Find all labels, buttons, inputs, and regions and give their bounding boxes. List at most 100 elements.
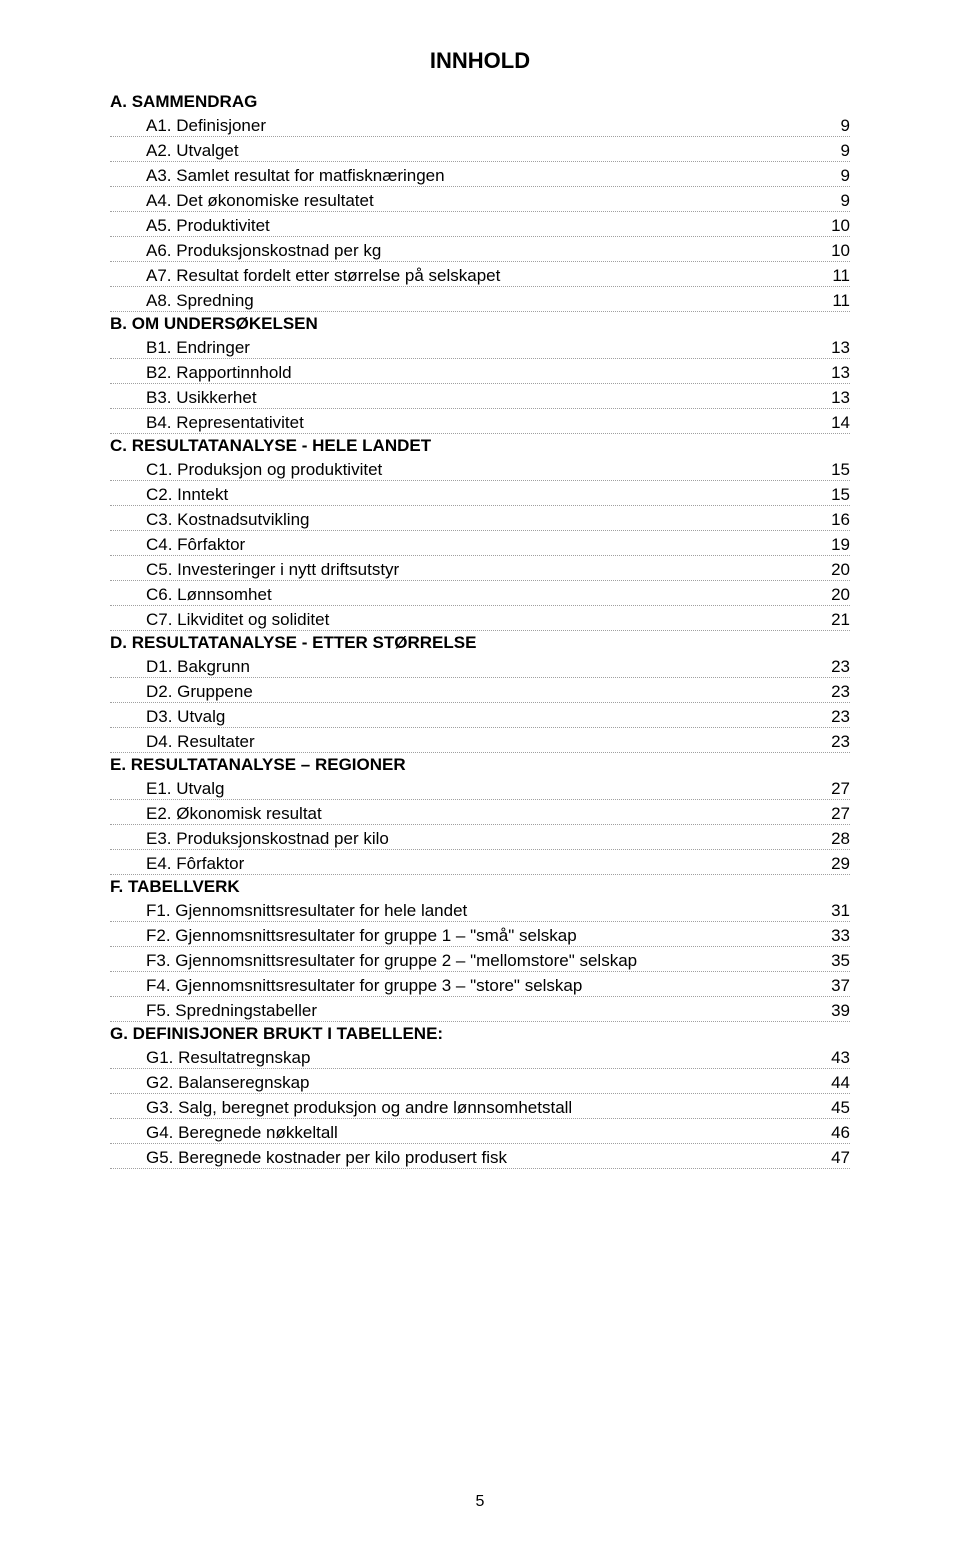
toc-entry-page: 11 xyxy=(824,266,850,286)
toc-row: B3. Usikkerhet 13 xyxy=(110,384,850,409)
toc-body: A. SAMMENDRAGA1. Definisjoner9A2. Utvalg… xyxy=(110,92,850,1169)
toc-entry-label: A2. Utvalget xyxy=(146,141,239,161)
toc-row: C2. Inntekt 15 xyxy=(110,481,850,506)
toc-row: F3. Gjennomsnittsresultater for gruppe 2… xyxy=(110,947,850,972)
toc-page: INNHOLD A. SAMMENDRAGA1. Definisjoner9A2… xyxy=(0,0,960,1551)
toc-entry-label: B3. Usikkerhet xyxy=(146,388,257,408)
toc-entry-label: A1. Definisjoner xyxy=(146,116,266,136)
toc-entry-page: 10 xyxy=(823,241,850,261)
toc-row: D4. Resultater23 xyxy=(110,728,850,753)
toc-entry-page: 9 xyxy=(833,166,850,186)
toc-entry-page: 28 xyxy=(823,829,850,849)
toc-row: A8. Spredning11 xyxy=(110,287,850,312)
toc-entry-page: 9 xyxy=(833,191,850,211)
toc-row: D2. Gruppene23 xyxy=(110,678,850,703)
toc-row: B1. Endringer 13 xyxy=(110,334,850,359)
toc-row: C4. Fôrfaktor19 xyxy=(110,531,850,556)
toc-entry-page: 15 xyxy=(823,460,850,480)
toc-entry-label: G2. Balanseregnskap xyxy=(146,1073,310,1093)
section-heading: F. TABELLVERK xyxy=(110,877,850,897)
toc-entry-page: 43 xyxy=(823,1048,850,1068)
toc-entry-label: A3. Samlet resultat for matfisknæringen xyxy=(146,166,445,186)
toc-entry-page: 27 xyxy=(823,779,850,799)
toc-entry-label: B4. Representativitet xyxy=(146,413,304,433)
toc-row: F4. Gjennomsnittsresultater for gruppe 3… xyxy=(110,972,850,997)
toc-entry-page: 19 xyxy=(823,535,850,555)
toc-row: G4. Beregnede nøkkeltall46 xyxy=(110,1119,850,1144)
toc-entry-label: G4. Beregnede nøkkeltall xyxy=(146,1123,338,1143)
toc-entry-page: 11 xyxy=(824,291,850,311)
toc-entry-page: 23 xyxy=(823,707,850,727)
toc-entry-label: E1. Utvalg xyxy=(146,779,224,799)
section-heading: G. DEFINISJONER BRUKT I TABELLENE: xyxy=(110,1024,850,1044)
toc-row: F5. Spredningstabeller 39 xyxy=(110,997,850,1022)
toc-entry-page: 13 xyxy=(823,388,850,408)
toc-row: C1. Produksjon og produktivitet15 xyxy=(110,456,850,481)
toc-entry-page: 20 xyxy=(823,585,850,605)
toc-entry-page: 33 xyxy=(823,926,850,946)
toc-entry-label: F4. Gjennomsnittsresultater for gruppe 3… xyxy=(146,976,582,996)
toc-entry-page: 47 xyxy=(823,1148,850,1168)
toc-entry-page: 21 xyxy=(823,610,850,630)
toc-entry-label: G5. Beregnede kostnader per kilo produse… xyxy=(146,1148,507,1168)
toc-entry-page: 13 xyxy=(823,363,850,383)
toc-row: A1. Definisjoner 9 xyxy=(110,112,850,137)
toc-entry-page: 45 xyxy=(823,1098,850,1118)
toc-row: A7. Resultat fordelt etter størrelse på … xyxy=(110,262,850,287)
toc-row: C6. Lønnsomhet 20 xyxy=(110,581,850,606)
toc-entry-page: 9 xyxy=(833,116,850,136)
toc-entry-label: B1. Endringer xyxy=(146,338,250,358)
toc-entry-label: A5. Produktivitet xyxy=(146,216,270,236)
toc-entry-label: C3. Kostnadsutvikling xyxy=(146,510,309,530)
section-heading: D. RESULTATANALYSE - ETTER STØRRELSE xyxy=(110,633,850,653)
toc-row: C3. Kostnadsutvikling 16 xyxy=(110,506,850,531)
toc-row: F1. Gjennomsnittsresultater for hele lan… xyxy=(110,897,850,922)
toc-entry-label: C2. Inntekt xyxy=(146,485,228,505)
toc-entry-label: D4. Resultater xyxy=(146,732,255,752)
toc-entry-label: A6. Produksjonskostnad per kg xyxy=(146,241,381,261)
toc-entry-page: 37 xyxy=(823,976,850,996)
toc-entry-page: 35 xyxy=(823,951,850,971)
toc-entry-page: 39 xyxy=(823,1001,850,1021)
section-heading: E. RESULTATANALYSE – REGIONER xyxy=(110,755,850,775)
toc-entry-label: C5. Investeringer i nytt driftsutstyr xyxy=(146,560,399,580)
toc-row: C7. Likviditet og soliditet 21 xyxy=(110,606,850,631)
toc-entry-label: E3. Produksjonskostnad per kilo xyxy=(146,829,389,849)
toc-row: C5. Investeringer i nytt driftsutstyr20 xyxy=(110,556,850,581)
toc-entry-label: G3. Salg, beregnet produksjon og andre l… xyxy=(146,1098,572,1118)
toc-entry-label: E4. Fôrfaktor xyxy=(146,854,244,874)
toc-entry-label: E2. Økonomisk resultat xyxy=(146,804,322,824)
toc-row: A5. Produktivitet10 xyxy=(110,212,850,237)
toc-row: F2. Gjennomsnittsresultater for gruppe 1… xyxy=(110,922,850,947)
toc-entry-page: 23 xyxy=(823,682,850,702)
toc-entry-page: 16 xyxy=(823,510,850,530)
toc-entry-page: 29 xyxy=(823,854,850,874)
section-heading: B. OM UNDERSØKELSEN xyxy=(110,314,850,334)
toc-entry-label: A4. Det økonomiske resultatet xyxy=(146,191,374,211)
toc-row: D3. Utvalg 23 xyxy=(110,703,850,728)
toc-row: E4. Fôrfaktor 29 xyxy=(110,850,850,875)
toc-entry-page: 9 xyxy=(833,141,850,161)
section-heading: A. SAMMENDRAG xyxy=(110,92,850,112)
page-title: INNHOLD xyxy=(110,48,850,74)
toc-entry-label: A7. Resultat fordelt etter størrelse på … xyxy=(146,266,500,286)
page-number: 5 xyxy=(0,1493,960,1511)
toc-entry-label: F2. Gjennomsnittsresultater for gruppe 1… xyxy=(146,926,577,946)
toc-entry-label: F5. Spredningstabeller xyxy=(146,1001,317,1021)
toc-entry-page: 13 xyxy=(823,338,850,358)
toc-entry-label: D3. Utvalg xyxy=(146,707,225,727)
toc-entry-label: F1. Gjennomsnittsresultater for hele lan… xyxy=(146,901,467,921)
toc-row: E1. Utvalg 27 xyxy=(110,775,850,800)
toc-row: A4. Det økonomiske resultatet 9 xyxy=(110,187,850,212)
toc-row: G2. Balanseregnskap44 xyxy=(110,1069,850,1094)
toc-entry-label: D1. Bakgrunn xyxy=(146,657,250,677)
toc-row: G5. Beregnede kostnader per kilo produse… xyxy=(110,1144,850,1169)
toc-entry-page: 31 xyxy=(823,901,850,921)
toc-row: A2. Utvalget 9 xyxy=(110,137,850,162)
toc-entry-page: 27 xyxy=(823,804,850,824)
toc-row: E2. Økonomisk resultat 27 xyxy=(110,800,850,825)
toc-entry-page: 15 xyxy=(823,485,850,505)
toc-entry-label: C6. Lønnsomhet xyxy=(146,585,272,605)
toc-entry-label: C7. Likviditet og soliditet xyxy=(146,610,329,630)
toc-row: B2. Rapportinnhold13 xyxy=(110,359,850,384)
